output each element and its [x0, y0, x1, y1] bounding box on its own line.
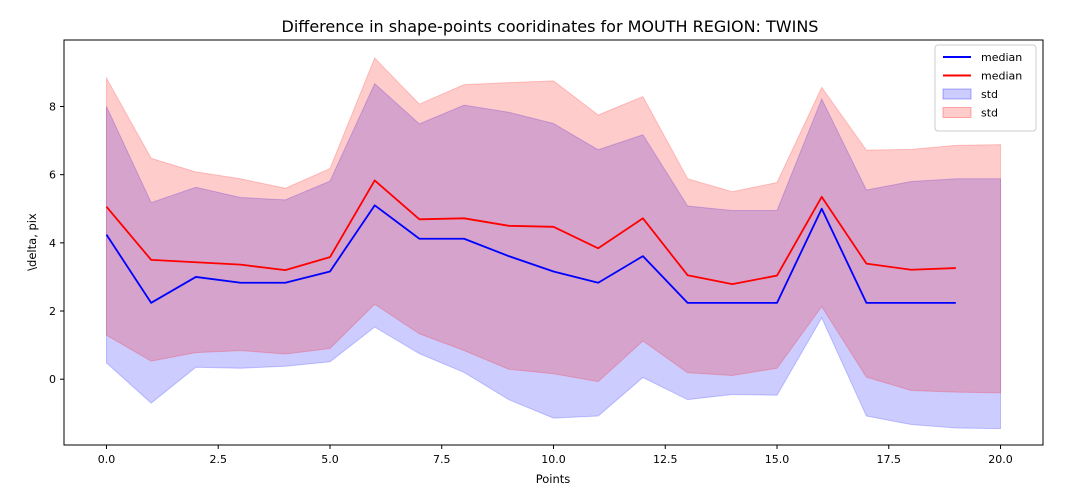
y-tick-label: 2 — [49, 305, 56, 318]
x-tick-label: 5.0 — [321, 453, 339, 466]
y-axis-label: \delta, pix — [25, 213, 39, 271]
x-tick-label: 7.5 — [433, 453, 451, 466]
x-tick-label: 0.0 — [98, 453, 116, 466]
y-tick-label: 0 — [49, 373, 56, 386]
legend: median median std std — [934, 44, 1037, 132]
x-tick-label: 12.5 — [653, 453, 678, 466]
x-tick-label: 2.5 — [209, 453, 227, 466]
chart-title: Difference in shape-points cooridinates … — [282, 17, 819, 36]
x-tick-label: 20.0 — [988, 453, 1013, 466]
y-tick-label: 4 — [49, 237, 56, 250]
std-band-2 — [105, 82, 1002, 430]
x-tick-label: 17.5 — [877, 453, 902, 466]
x-tick-label: 15.0 — [765, 453, 790, 466]
x-axis-label: Points — [536, 472, 571, 486]
legend-label: std — [981, 107, 998, 120]
x-tick-label: 10.0 — [541, 453, 566, 466]
median-line-1 — [105, 179, 956, 285]
y-tick-label: 6 — [49, 169, 56, 182]
std-band-3 — [105, 57, 1002, 394]
legend-swatch-band — [942, 107, 972, 118]
median-line-0 — [105, 204, 956, 304]
legend-swatch-band — [942, 88, 972, 100]
axis-ticks: 0.0 2.5 5.0 7.5 10.0 12.5 15.0 17.5 20.0 0 2 4 6 8 — [49, 100, 1013, 466]
plot-area — [105, 57, 1002, 430]
legend-box — [934, 44, 1037, 132]
y-tick-label: 8 — [49, 100, 56, 113]
legend-label: median — [981, 51, 1022, 64]
legend-label: std — [981, 88, 998, 101]
legend-label: median — [981, 70, 1022, 83]
